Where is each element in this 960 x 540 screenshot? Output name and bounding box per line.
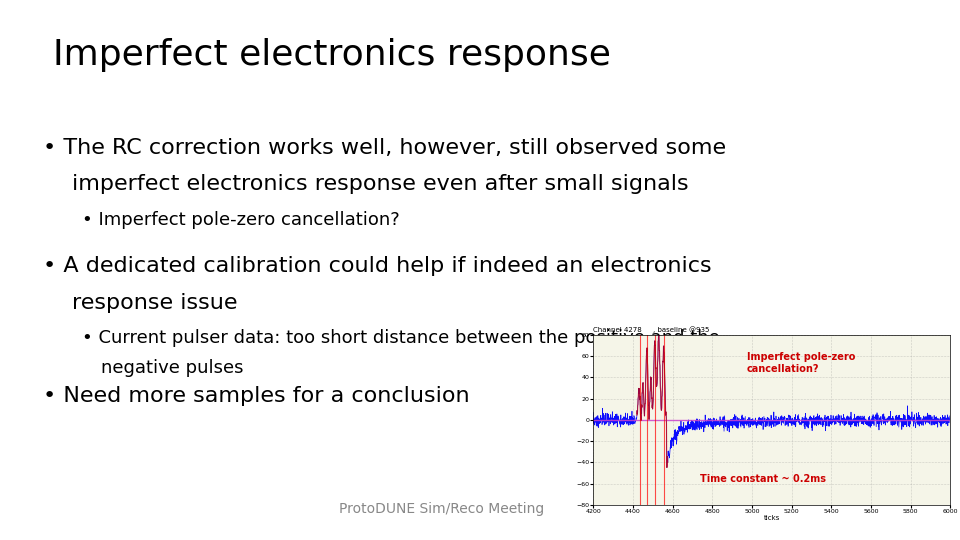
Text: response issue: response issue — [72, 293, 237, 313]
Text: Channel 4278     , baseline @935: Channel 4278 , baseline @935 — [593, 326, 709, 333]
Text: Imperfect pole-zero
cancellation?: Imperfect pole-zero cancellation? — [747, 352, 855, 374]
Text: • Current pulser data: too short distance between the positive and the: • Current pulser data: too short distanc… — [82, 329, 719, 347]
Text: Time constant ~ 0.2ms: Time constant ~ 0.2ms — [701, 474, 827, 484]
Text: ProtoDUNE Sim/Reco Meeting: ProtoDUNE Sim/Reco Meeting — [339, 502, 544, 516]
Text: negative pulses: negative pulses — [101, 359, 243, 377]
X-axis label: ticks: ticks — [763, 516, 780, 522]
Text: • The RC correction works well, however, still observed some: • The RC correction works well, however,… — [43, 138, 727, 158]
Text: • Imperfect pole-zero cancellation?: • Imperfect pole-zero cancellation? — [82, 211, 399, 228]
Text: • A dedicated calibration could help if indeed an electronics: • A dedicated calibration could help if … — [43, 256, 711, 276]
Text: Imperfect electronics response: Imperfect electronics response — [53, 38, 611, 72]
Text: imperfect electronics response even after small signals: imperfect electronics response even afte… — [72, 174, 688, 194]
Text: • Need more samples for a conclusion: • Need more samples for a conclusion — [43, 386, 469, 406]
